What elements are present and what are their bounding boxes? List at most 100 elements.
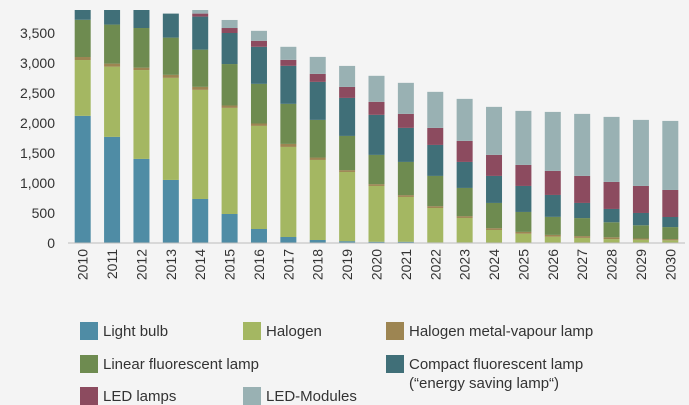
bar-segment (632, 212, 649, 226)
bar-segment (486, 228, 503, 230)
bar-segment (309, 56, 326, 74)
legend-swatch (243, 322, 261, 340)
bar-segment (104, 24, 121, 64)
y-tick-label: 1,500 (20, 145, 55, 161)
bar-segment (74, 10, 91, 20)
legend-swatch (386, 355, 404, 373)
bar-segment (133, 28, 150, 68)
bar-segment (574, 175, 591, 203)
bar-segment (162, 179, 179, 243)
bar-segment (250, 123, 267, 126)
bar-segment (221, 64, 238, 106)
bar-segment (250, 40, 267, 47)
x-tick-label: 2029 (633, 249, 649, 280)
bar-segment (456, 140, 473, 162)
x-tick-label: 2025 (515, 249, 531, 280)
bar-segment (368, 184, 385, 186)
bar-segment (133, 70, 150, 159)
bar-segment (309, 157, 326, 160)
bar-segment (662, 239, 679, 241)
bar-segment (427, 144, 444, 176)
bar-segment (544, 194, 561, 217)
bar-segment (544, 111, 561, 171)
y-tick-label: 3,000 (20, 55, 55, 71)
bar-segment (74, 60, 91, 116)
x-tick-label: 2014 (192, 249, 208, 280)
bar-segment (250, 83, 267, 124)
y-tick-label: 0 (47, 235, 55, 251)
bar-segment (368, 241, 385, 243)
bar-segment (162, 37, 179, 75)
legend-item: Compact fluorescent lamp (“energy saving… (386, 355, 583, 393)
bar-segment (162, 13, 179, 38)
bar-segment (456, 187, 473, 217)
bar-segment (192, 198, 209, 243)
bar-segment (133, 158, 150, 243)
bar-segment (280, 236, 297, 243)
bar-segment (368, 101, 385, 115)
x-tick-label: 2010 (75, 249, 91, 280)
bar-segment (221, 32, 238, 65)
bar-segment (486, 106, 503, 155)
bar-segment (397, 113, 414, 128)
bar-segment (603, 222, 620, 238)
bar-segment (574, 236, 591, 238)
y-tick-label: 3,500 (20, 25, 55, 41)
x-tick-label: 2024 (486, 249, 502, 280)
bar-segment (309, 159, 326, 240)
bar-segment (309, 73, 326, 82)
legend-item: LED lamps (80, 387, 176, 405)
x-tick-label: 2012 (133, 249, 149, 280)
bar-segment (574, 218, 591, 237)
bar-segment (632, 119, 649, 186)
x-tick-label: 2011 (104, 249, 120, 279)
bar-segment (250, 30, 267, 41)
legend-swatch (80, 387, 98, 405)
bar-segment (368, 185, 385, 242)
x-tick-label: 2013 (163, 249, 179, 280)
bar-segment (192, 16, 209, 50)
bar-segment (221, 28, 238, 33)
bar-segment (427, 206, 444, 208)
bar-segment (544, 234, 561, 237)
bar-segment (456, 161, 473, 188)
bar-segment (632, 239, 649, 243)
bar-segment (221, 213, 238, 243)
bar-segment (427, 91, 444, 128)
bar-segment (280, 65, 297, 104)
bar-segment (515, 164, 532, 186)
bar-segment (427, 207, 444, 243)
bar-segment (662, 240, 679, 243)
bar-segment (397, 161, 414, 196)
bar-segment (632, 185, 649, 213)
bar-segment (339, 135, 356, 171)
legend-swatch (80, 322, 98, 340)
bar-segment (662, 216, 679, 228)
bar-segment (662, 227, 679, 240)
bar-segment (339, 97, 356, 136)
bar-segment (456, 216, 473, 218)
legend-label: Halogen metal-vapour lamp (409, 323, 594, 340)
legend-label: Compact fluorescent lamp (“energy saving… (409, 356, 584, 392)
bar-segment (397, 196, 414, 242)
bar-segment (339, 170, 356, 172)
bar-segment (603, 116, 620, 182)
legend-label: Light bulb (103, 323, 169, 340)
bar-segment (250, 229, 267, 243)
bar-segment (280, 143, 297, 147)
bar-segment (574, 237, 591, 243)
bar-segment (632, 238, 649, 240)
y-tick-label: 500 (32, 205, 56, 221)
bar-segment (368, 114, 385, 155)
bar-segment (515, 185, 532, 212)
bar-segment (339, 171, 356, 242)
x-tick-label: 2030 (662, 249, 678, 280)
bar-segment (339, 241, 356, 243)
bar-segment (74, 115, 91, 243)
x-tick-label: 2017 (280, 249, 296, 280)
bar-segment (427, 175, 444, 207)
bar-segment (486, 175, 503, 203)
bar-segment (133, 67, 150, 71)
bar-segment (104, 66, 121, 137)
bar-segment (456, 98, 473, 141)
